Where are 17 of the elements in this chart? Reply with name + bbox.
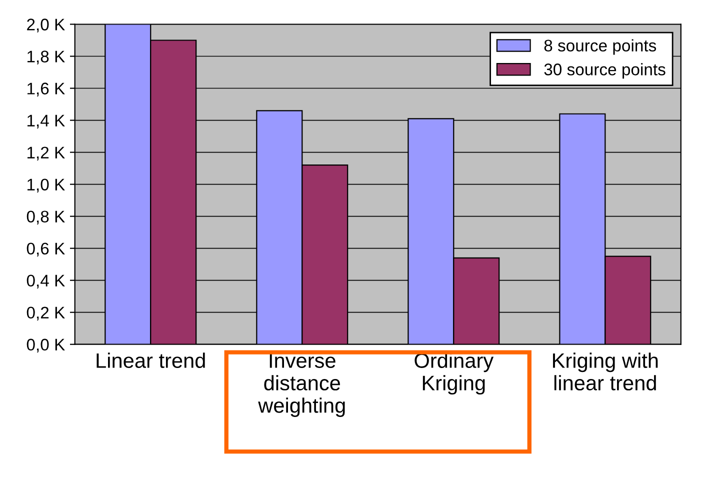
y-tick-label: 1,2 K bbox=[28, 146, 65, 160]
y-tick-label: 0,8 K bbox=[26, 210, 65, 224]
x-tick-label: Ordinary Kriging bbox=[414, 352, 494, 395]
legend-label: 8 source points bbox=[544, 39, 656, 55]
x-tick-label: Inverse distance weighting bbox=[258, 353, 345, 417]
y-tick-label: 0,0 K bbox=[26, 338, 65, 353]
y-tick-label: 2,0 K bbox=[27, 18, 65, 32]
y-tick-label: 1,6 K bbox=[28, 82, 65, 96]
y-tick-label: 1,4 K bbox=[28, 114, 65, 128]
y-tick-label: 0,6 K bbox=[26, 242, 65, 256]
x-tick-label: Kriging with linear trend bbox=[553, 352, 658, 390]
legend-label: 30 source points bbox=[544, 63, 666, 79]
y-tick-label: 0,4 K bbox=[26, 274, 65, 288]
y-tick-label: 1,8 K bbox=[28, 50, 65, 64]
y-tick-label: 1,0 K bbox=[28, 178, 65, 192]
x-tick-label: Linear trend bbox=[96, 352, 205, 368]
y-tick-label: 0,2 K bbox=[26, 306, 65, 321]
